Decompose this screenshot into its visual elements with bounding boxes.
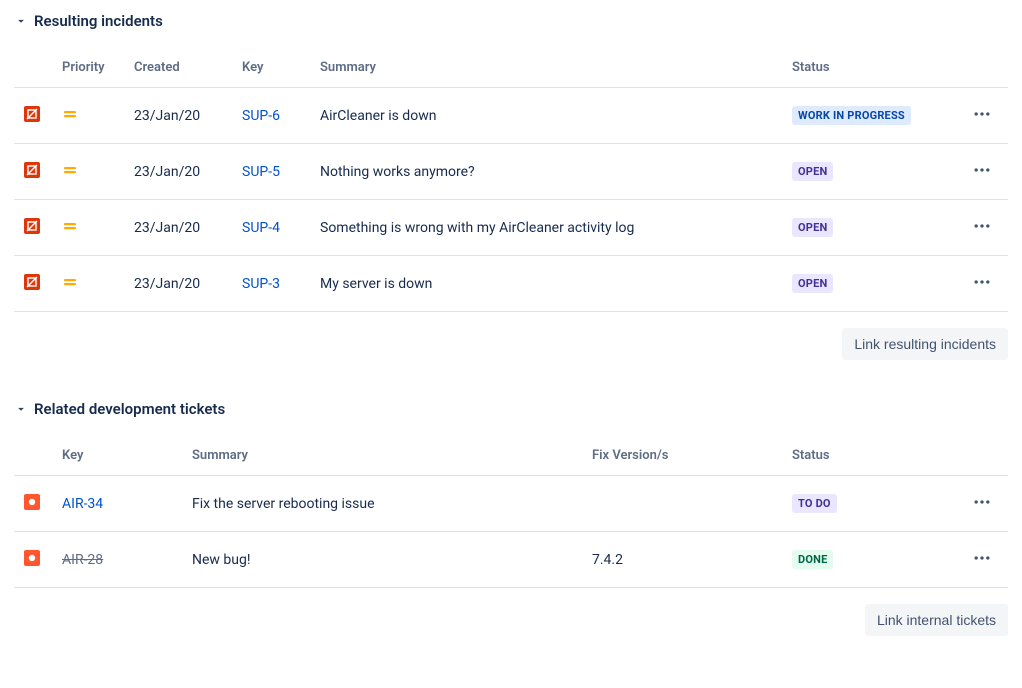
- incidents-table: Priority Created Key Summary Status 23/J…: [14, 52, 1008, 312]
- summary-cell: Fix the server rebooting issue: [182, 476, 582, 532]
- fix-version-cell: [582, 476, 782, 532]
- issue-key-link[interactable]: SUP-3: [242, 276, 280, 292]
- row-actions-button[interactable]: [966, 156, 998, 187]
- incident-type-icon: [24, 274, 40, 290]
- col-action: [952, 440, 1008, 476]
- status-badge: DONE: [792, 550, 833, 569]
- status-badge: WORK IN PROGRESS: [792, 106, 911, 125]
- col-type: [14, 440, 52, 476]
- row-actions-button[interactable]: [966, 544, 998, 575]
- fix-version-cell: 7.4.2: [582, 532, 782, 588]
- chevron-down-icon: [14, 402, 28, 416]
- summary-cell: New bug!: [182, 532, 582, 588]
- chevron-down-icon: [14, 14, 28, 28]
- status-badge: OPEN: [792, 274, 833, 293]
- created-cell: 23/Jan/20: [124, 200, 232, 256]
- status-badge: TO DO: [792, 494, 837, 513]
- priority-medium-icon: [62, 162, 78, 178]
- resulting-incidents-header[interactable]: Resulting incidents: [14, 12, 1008, 30]
- created-cell: 23/Jan/20: [124, 144, 232, 200]
- status-badge: OPEN: [792, 218, 833, 237]
- col-priority: Priority: [52, 52, 124, 88]
- resulting-incidents-panel: Resulting incidents Priority Created Key…: [14, 12, 1008, 360]
- priority-medium-icon: [62, 218, 78, 234]
- row-actions-button[interactable]: [966, 488, 998, 519]
- priority-medium-icon: [62, 106, 78, 122]
- col-status: Status: [782, 52, 952, 88]
- bug-type-icon: [24, 494, 40, 510]
- row-actions-button[interactable]: [966, 212, 998, 243]
- bug-type-icon: [24, 550, 40, 566]
- table-row: AIR-28 New bug!7.4.2 DONE: [14, 532, 1008, 588]
- issue-key-link[interactable]: AIR-28: [62, 552, 103, 568]
- table-row: 23/Jan/20 SUP-6 AirCleaner is down WORK IN …: [14, 88, 1008, 144]
- summary-cell: My server is down: [310, 256, 782, 312]
- summary-cell: Nothing works anymore?: [310, 144, 782, 200]
- row-actions-button[interactable]: [966, 268, 998, 299]
- incident-type-icon: [24, 218, 40, 234]
- resulting-incidents-title: Resulting incidents: [34, 12, 163, 30]
- dev-table: Key Summary Fix Version/s Status AIR-34 F…: [14, 440, 1008, 588]
- col-created: Created: [124, 52, 232, 88]
- col-action: [952, 52, 1008, 88]
- issue-key-link[interactable]: SUP-5: [242, 164, 280, 180]
- col-key: Key: [232, 52, 310, 88]
- col-summary: Summary: [310, 52, 782, 88]
- table-row: 23/Jan/20 SUP-3 My server is down OPEN: [14, 256, 1008, 312]
- row-actions-button[interactable]: [966, 100, 998, 131]
- issue-key-link[interactable]: SUP-4: [242, 220, 280, 236]
- incident-type-icon: [24, 162, 40, 178]
- col-summary: Summary: [182, 440, 582, 476]
- issue-key-link[interactable]: AIR-34: [62, 496, 103, 512]
- col-status: Status: [782, 440, 952, 476]
- summary-cell: Something is wrong with my AirCleaner ac…: [310, 200, 782, 256]
- related-dev-title: Related development tickets: [34, 400, 225, 418]
- related-dev-panel: Related development tickets Key Summary …: [14, 400, 1008, 636]
- link-internal-tickets-button[interactable]: Link internal tickets: [865, 604, 1008, 636]
- col-key: Key: [52, 440, 182, 476]
- table-row: 23/Jan/20 SUP-4 Something is wrong with my…: [14, 200, 1008, 256]
- status-badge: OPEN: [792, 162, 833, 181]
- link-resulting-incidents-button[interactable]: Link resulting incidents: [842, 328, 1008, 360]
- created-cell: 23/Jan/20: [124, 88, 232, 144]
- col-fix: Fix Version/s: [582, 440, 782, 476]
- created-cell: 23/Jan/20: [124, 256, 232, 312]
- related-dev-header[interactable]: Related development tickets: [14, 400, 1008, 418]
- summary-cell: AirCleaner is down: [310, 88, 782, 144]
- col-type: [14, 52, 52, 88]
- priority-medium-icon: [62, 274, 78, 290]
- table-row: 23/Jan/20 SUP-5 Nothing works anymore? OPEN: [14, 144, 1008, 200]
- table-row: AIR-34 Fix the server rebooting issue TO D…: [14, 476, 1008, 532]
- incident-type-icon: [24, 106, 40, 122]
- issue-key-link[interactable]: SUP-6: [242, 108, 280, 124]
